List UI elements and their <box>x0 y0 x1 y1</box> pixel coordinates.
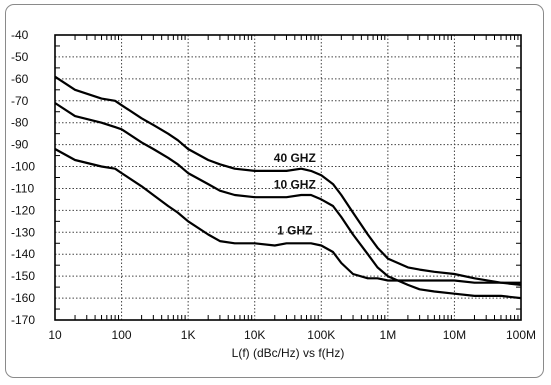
x-tick-label: 10K <box>244 328 265 342</box>
curve-label: 40 GHZ <box>274 151 316 165</box>
x-tick-label: 10M <box>443 328 466 342</box>
x-tick-label: 100M <box>506 328 536 342</box>
x-tick-label: 100K <box>307 328 335 342</box>
y-tick-label: -60 <box>11 72 29 86</box>
y-tick-label: -100 <box>11 160 35 174</box>
y-tick-label: -170 <box>11 313 35 327</box>
y-tick-label: -130 <box>11 225 35 239</box>
y-tick-label: -90 <box>11 138 29 152</box>
curve-label: 10 GHZ <box>274 177 316 191</box>
y-tick-label: -50 <box>11 50 29 64</box>
series-line <box>54 75 522 286</box>
x-tick-label: 1M <box>380 328 397 342</box>
grid <box>55 35 521 320</box>
series-line <box>54 148 521 284</box>
curves <box>54 75 522 300</box>
x-tick-label: 1K <box>181 328 196 342</box>
plot-area <box>54 34 522 321</box>
x-axis-title: L(f) (dBc/Hz) vs f(Hz) <box>232 346 345 360</box>
y-tick-label: -160 <box>11 291 35 305</box>
x-axis-tick-labels: 10 100 1K 10K 100K 1M 10M 100M <box>48 328 536 342</box>
y-tick-label: -150 <box>11 269 35 283</box>
y-axis-tick-labels: -40 -50 -60 -70 -80 -90 -100 -110 -120 -130 -140 -1… <box>11 28 35 327</box>
x-tick-label: 100 <box>112 328 132 342</box>
y-tick-label: -110 <box>11 181 34 195</box>
curve-label: 1 GHZ <box>277 224 312 238</box>
y-tick-label: -140 <box>11 247 35 261</box>
x-tick-label: 10 <box>48 328 62 342</box>
y-tick-label: -80 <box>11 116 29 130</box>
y-tick-label: -40 <box>11 28 29 42</box>
curve-labels: 40 GHZ 10 GHZ 1 GHZ <box>274 151 316 237</box>
series-line <box>54 102 522 300</box>
y-tick-label: -70 <box>11 94 29 108</box>
y-tick-label: -120 <box>11 203 35 217</box>
